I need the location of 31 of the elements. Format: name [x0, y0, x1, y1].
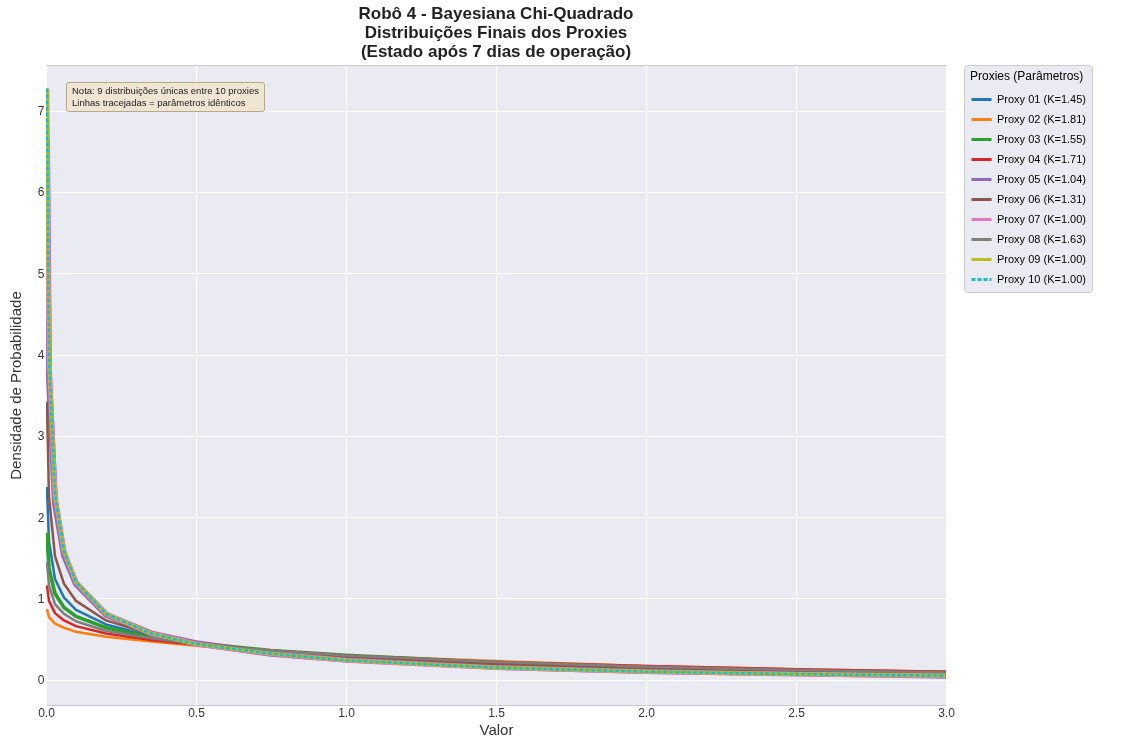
legend-label: Proxy 05 (K=1.04) — [997, 172, 1086, 185]
legend-label: Proxy 03 (K=1.55) — [997, 132, 1086, 145]
x-tick-label: 3.0 — [938, 705, 956, 720]
y-axis-title: Densidade de Probabilidade — [6, 291, 24, 480]
chart-title: Robô 4 - Bayesiana Chi-Quadrado Distribuições Finais dos Proxies (Estado após 7 dias de operação) — [358, 3, 634, 61]
y-tick-label: 4 — [37, 348, 45, 362]
x-tick-label: 2.0 — [638, 705, 656, 720]
legend-label: Proxy 10 (K=1.00) — [997, 272, 1086, 285]
y-tick-label: 0 — [37, 673, 45, 688]
y-tick-label: 6 — [37, 185, 45, 200]
x-tick-label: 1.5 — [488, 705, 506, 720]
y-tick-label: 3 — [37, 429, 45, 444]
y-tick-label: 5 — [37, 266, 45, 281]
x-axis-title: Valor — [479, 720, 514, 738]
x-tick-label: 2.5 — [788, 705, 806, 720]
x-tick-label: 0.0 — [38, 705, 56, 720]
legend-label: Proxy 01 (K=1.45) — [997, 92, 1086, 105]
legend-label: Proxy 06 (K=1.31) — [997, 192, 1086, 205]
x-tick-label: 1.0 — [338, 705, 356, 720]
legend-label: Proxy 09 (K=1.00) — [997, 252, 1086, 265]
y-tick-label: 2 — [37, 510, 45, 525]
legend-label: Proxy 02 (K=1.81) — [997, 112, 1086, 125]
legend-title: Proxies (Parâmetros) — [970, 69, 1084, 83]
y-tick-label: 7 — [37, 104, 45, 119]
y-tick-label: 1 — [37, 591, 45, 606]
legend-label: Proxy 07 (K=1.00) — [997, 212, 1086, 225]
annotation: Linhas tracejadas = parâmetros idênticos — [72, 97, 247, 109]
x-tick-label: 0.5 — [188, 705, 206, 720]
legend-label: Proxy 04 (K=1.71) — [997, 152, 1086, 165]
legend-label: Proxy 08 (K=1.63) — [997, 232, 1086, 245]
annotation: Nota: 9 distribuições únicas entre 10 proxies — [72, 85, 259, 97]
